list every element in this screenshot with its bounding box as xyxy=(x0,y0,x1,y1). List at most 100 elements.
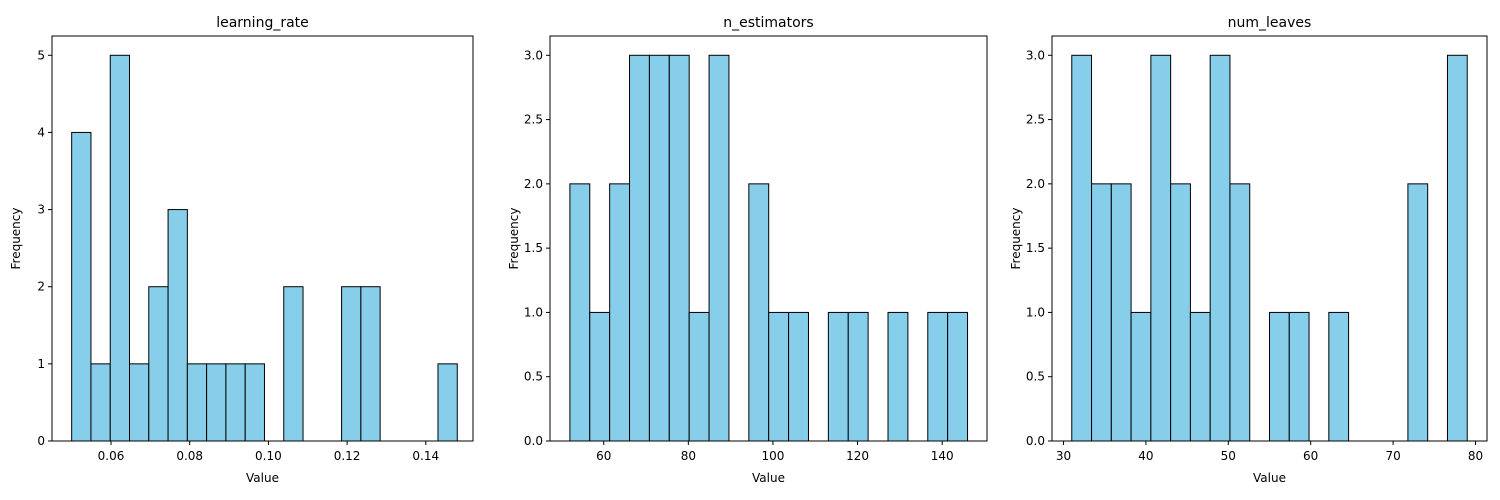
x-tick-label: 120 xyxy=(846,449,869,463)
y-tick-label: 2.0 xyxy=(1026,177,1045,191)
histogram-bar xyxy=(788,311,809,442)
x-tick-label: 0.14 xyxy=(412,449,439,463)
histogram-bar xyxy=(71,131,92,442)
histogram-bar xyxy=(569,183,591,442)
histogram-bar xyxy=(1130,311,1152,442)
y-tick-label: 2.5 xyxy=(524,113,543,127)
histogram-bar xyxy=(225,363,246,442)
histogram-bar xyxy=(1328,311,1350,442)
y-tick-label: 1.5 xyxy=(524,241,543,255)
y-tick-label: 2 xyxy=(37,280,45,294)
histogram-bar xyxy=(1150,54,1172,442)
y-tick-label: 0.0 xyxy=(524,434,543,448)
histogram-bar xyxy=(589,311,611,442)
plot-frame xyxy=(51,35,474,442)
x-tick-label: 40 xyxy=(1138,449,1153,463)
histogram-bar xyxy=(827,311,849,442)
histogram-bar xyxy=(206,363,227,442)
histogram-bar xyxy=(768,311,790,442)
histogram-bar xyxy=(1446,54,1468,442)
chart-title: n_estimators xyxy=(723,15,813,31)
bar-group xyxy=(1071,54,1468,442)
histogram-bar xyxy=(927,311,949,442)
histogram-bar xyxy=(629,54,650,442)
histogram-bar xyxy=(708,54,730,442)
histogram-bar xyxy=(90,363,111,442)
y-tick-label: 1.5 xyxy=(1026,241,1045,255)
y-tick-label: 0.0 xyxy=(1026,434,1045,448)
y-tick-label: 1 xyxy=(37,357,45,371)
tick-group: 0.06 0.08 0.10 0.12 0.14 0 1 2 3 4 5 xyxy=(37,48,439,463)
histogram-bar xyxy=(748,183,770,442)
histogram-bar xyxy=(1110,183,1132,442)
y-tick-label: 0 xyxy=(37,434,45,448)
y-tick-label: 2.0 xyxy=(524,177,543,191)
x-tick-label: 0.10 xyxy=(255,449,282,463)
histogram-bar xyxy=(167,209,188,442)
y-tick-label: 0.5 xyxy=(1026,370,1045,384)
histogram-bar xyxy=(668,54,690,442)
y-tick-label: 3.0 xyxy=(524,48,543,62)
y-axis-label: Frequency xyxy=(1009,208,1023,270)
histogram-bar xyxy=(148,286,169,442)
histogram-bar xyxy=(688,311,710,442)
histogram-bar xyxy=(609,183,631,442)
x-tick-label: 70 xyxy=(1385,449,1400,463)
x-tick-label: 30 xyxy=(1056,449,1071,463)
x-tick-label: 50 xyxy=(1221,449,1236,463)
histogram-bar xyxy=(360,286,381,442)
histogram-bar xyxy=(283,286,304,442)
histogram-bar xyxy=(1091,183,1112,442)
histogram-bar xyxy=(1269,311,1290,442)
y-tick-label: 1.0 xyxy=(524,305,543,319)
y-tick-label: 3 xyxy=(37,203,45,217)
tick-group: 30 40 50 60 70 80 0.0 0.5 1.0 1.5 2.0 2.5 3.0 xyxy=(1026,48,1483,463)
x-tick-label: 0.12 xyxy=(334,449,361,463)
histogram-bar xyxy=(1170,183,1191,442)
panel-num-leaves: num_leaves Value Frequency 30 40 50 60 70 80 0… xyxy=(1009,15,1488,485)
histogram-bar xyxy=(186,363,208,442)
y-tick-label: 1.0 xyxy=(1026,305,1045,319)
y-tick-label: 5 xyxy=(37,48,45,62)
panel-learning-rate: learning_rate Value Frequency 0.06 0.08 0.… xyxy=(9,15,474,485)
x-axis-label: Value xyxy=(1253,471,1286,485)
x-tick-label: 60 xyxy=(596,449,611,463)
chart-title: num_leaves xyxy=(1228,15,1312,31)
y-tick-label: 0.5 xyxy=(524,370,543,384)
plot-frame xyxy=(549,35,988,442)
x-axis-label: Value xyxy=(752,471,785,485)
x-tick-label: 80 xyxy=(681,449,696,463)
x-tick-label: 60 xyxy=(1303,449,1318,463)
x-tick-label: 0.06 xyxy=(98,449,125,463)
histogram-bar xyxy=(648,54,670,442)
histogram-bar xyxy=(109,54,131,442)
histogram-bar xyxy=(947,311,969,442)
chart-title: learning_rate xyxy=(216,15,309,31)
histogram-bar xyxy=(1071,54,1093,442)
panel-n-estimators: n_estimators Value Frequency 60 80 100 120 1… xyxy=(507,15,988,485)
histogram-bar xyxy=(129,363,150,442)
x-tick-label: 140 xyxy=(931,449,954,463)
histogram-bar xyxy=(1288,311,1310,442)
histogram-bar xyxy=(341,286,362,442)
histogram-bar xyxy=(1209,54,1231,442)
histogram-bar xyxy=(244,363,265,442)
y-tick-label: 2.5 xyxy=(1026,113,1045,127)
histogram-bar xyxy=(847,311,869,442)
x-tick-label: 0.08 xyxy=(176,449,203,463)
y-axis-label: Frequency xyxy=(507,208,521,270)
histogram-bar xyxy=(1229,183,1251,442)
x-tick-label: 100 xyxy=(761,449,784,463)
y-tick-label: 3.0 xyxy=(1026,48,1045,62)
histogram-bar xyxy=(1189,311,1211,442)
y-tick-label: 4 xyxy=(37,125,45,139)
y-axis-label: Frequency xyxy=(9,208,23,270)
tick-group: 60 80 100 120 140 0.0 0.5 1.0 1.5 2.0 2.5 3.0 xyxy=(524,48,954,463)
x-axis-label: Value xyxy=(246,471,279,485)
histogram-bar xyxy=(887,311,909,442)
histogram-bar xyxy=(437,363,458,442)
plot-frame xyxy=(1051,35,1488,442)
histogram-bar xyxy=(1407,183,1429,442)
bar-group xyxy=(569,54,969,442)
